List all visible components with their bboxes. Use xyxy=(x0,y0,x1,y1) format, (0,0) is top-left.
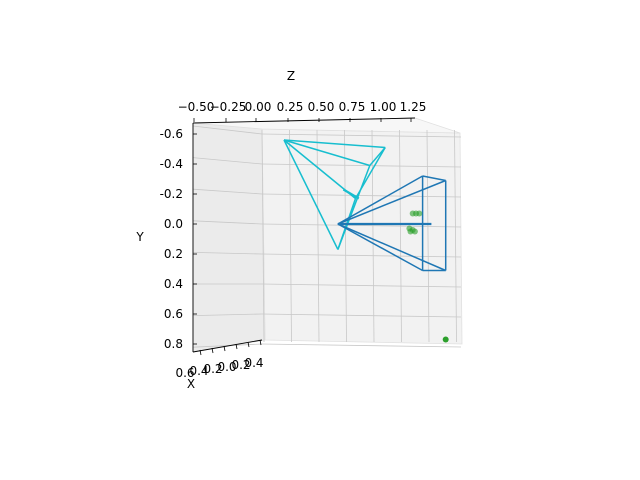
z-tick-label: 1.00 xyxy=(370,100,397,114)
x-axis-label: X xyxy=(187,377,195,391)
grid-line-y xyxy=(261,313,462,318)
scatter-point xyxy=(407,228,414,235)
frustum-edge xyxy=(283,139,356,200)
grid-line-z xyxy=(289,129,292,343)
y-tick-label: -0.6 xyxy=(160,127,183,141)
y-tick-label: 0.8 xyxy=(164,337,183,351)
frustum-edge xyxy=(337,223,446,272)
frustum-direction-arrow xyxy=(342,188,360,200)
y-tick-label: 0.4 xyxy=(164,277,183,291)
z-tick-label: 0.00 xyxy=(245,100,272,114)
grid-line-y-side xyxy=(192,252,263,255)
frustum-edge xyxy=(283,139,371,167)
y-tick-label: 0.0 xyxy=(164,217,183,231)
grid-line-y xyxy=(261,133,462,138)
y-tick-label: 0.6 xyxy=(164,307,183,321)
scatter-point xyxy=(411,228,418,235)
y-tick-label: 0.2 xyxy=(164,247,183,261)
x-tick-label: 0.0 xyxy=(217,360,236,374)
plot-marks xyxy=(283,139,449,343)
grid-line-z xyxy=(371,129,375,343)
x-tick-label: 0.4 xyxy=(244,356,263,370)
z-tick-label: −0.25 xyxy=(210,100,247,114)
y-tick-label: -0.4 xyxy=(160,157,183,171)
frustum-edge xyxy=(337,223,423,272)
grid-line-y-side xyxy=(192,157,263,165)
z-tick-label: 0.25 xyxy=(277,100,304,114)
grid-line-z xyxy=(261,129,265,343)
x-tick-mark xyxy=(259,339,262,346)
gridlines xyxy=(192,125,462,348)
grid-line-z xyxy=(426,129,430,343)
z-tick-label: 0.50 xyxy=(308,100,335,114)
frustum-edge xyxy=(283,139,386,149)
z-axis-label: Z xyxy=(287,69,295,83)
frustum-edge xyxy=(283,139,339,250)
x-tick-mark xyxy=(223,345,226,352)
scatter-point xyxy=(442,336,449,343)
grid-line-y-side xyxy=(192,188,263,195)
scatter-point xyxy=(416,210,423,217)
grid-line-y-side xyxy=(192,220,263,225)
grid-line-z xyxy=(316,129,320,343)
z-tick-label: −0.50 xyxy=(178,100,215,114)
x-tick-label: 0.2 xyxy=(203,362,222,376)
frustum-rim xyxy=(422,175,446,182)
x-tick-label: 0.4 xyxy=(189,364,208,378)
x-tick-label: 0.2 xyxy=(231,358,250,372)
grid-line-z xyxy=(344,129,347,343)
grid-line-y-side xyxy=(192,313,263,316)
z-axis-line xyxy=(192,117,416,124)
grid-line-z xyxy=(399,129,402,343)
grid-line-y xyxy=(261,283,462,288)
x-axis-line xyxy=(192,339,263,353)
x-tick-label: 0.6 xyxy=(175,366,194,380)
frustum-edge xyxy=(337,175,423,225)
grid-line-y xyxy=(261,343,462,348)
tick-labels: −0.50−0.250.00 0.25 0.50 0.75 1.00 1.25 -0.6 -0… xyxy=(160,100,427,380)
z-tick-label: 0.75 xyxy=(339,100,366,114)
y-tick-label: -0.2 xyxy=(160,187,183,201)
x-tick-mark xyxy=(211,347,214,354)
x-tick-mark xyxy=(235,343,238,350)
z-tick-label: 1.25 xyxy=(400,100,427,114)
left-pane xyxy=(192,122,266,353)
grid-line-y-side xyxy=(192,125,263,135)
x-tick-mark xyxy=(247,341,250,348)
grid-line-y xyxy=(261,163,462,168)
grid-line-z xyxy=(454,129,457,343)
frustum-edge xyxy=(337,179,446,225)
x-tick-mark xyxy=(199,349,202,356)
y-axis-label: Y xyxy=(135,230,144,244)
